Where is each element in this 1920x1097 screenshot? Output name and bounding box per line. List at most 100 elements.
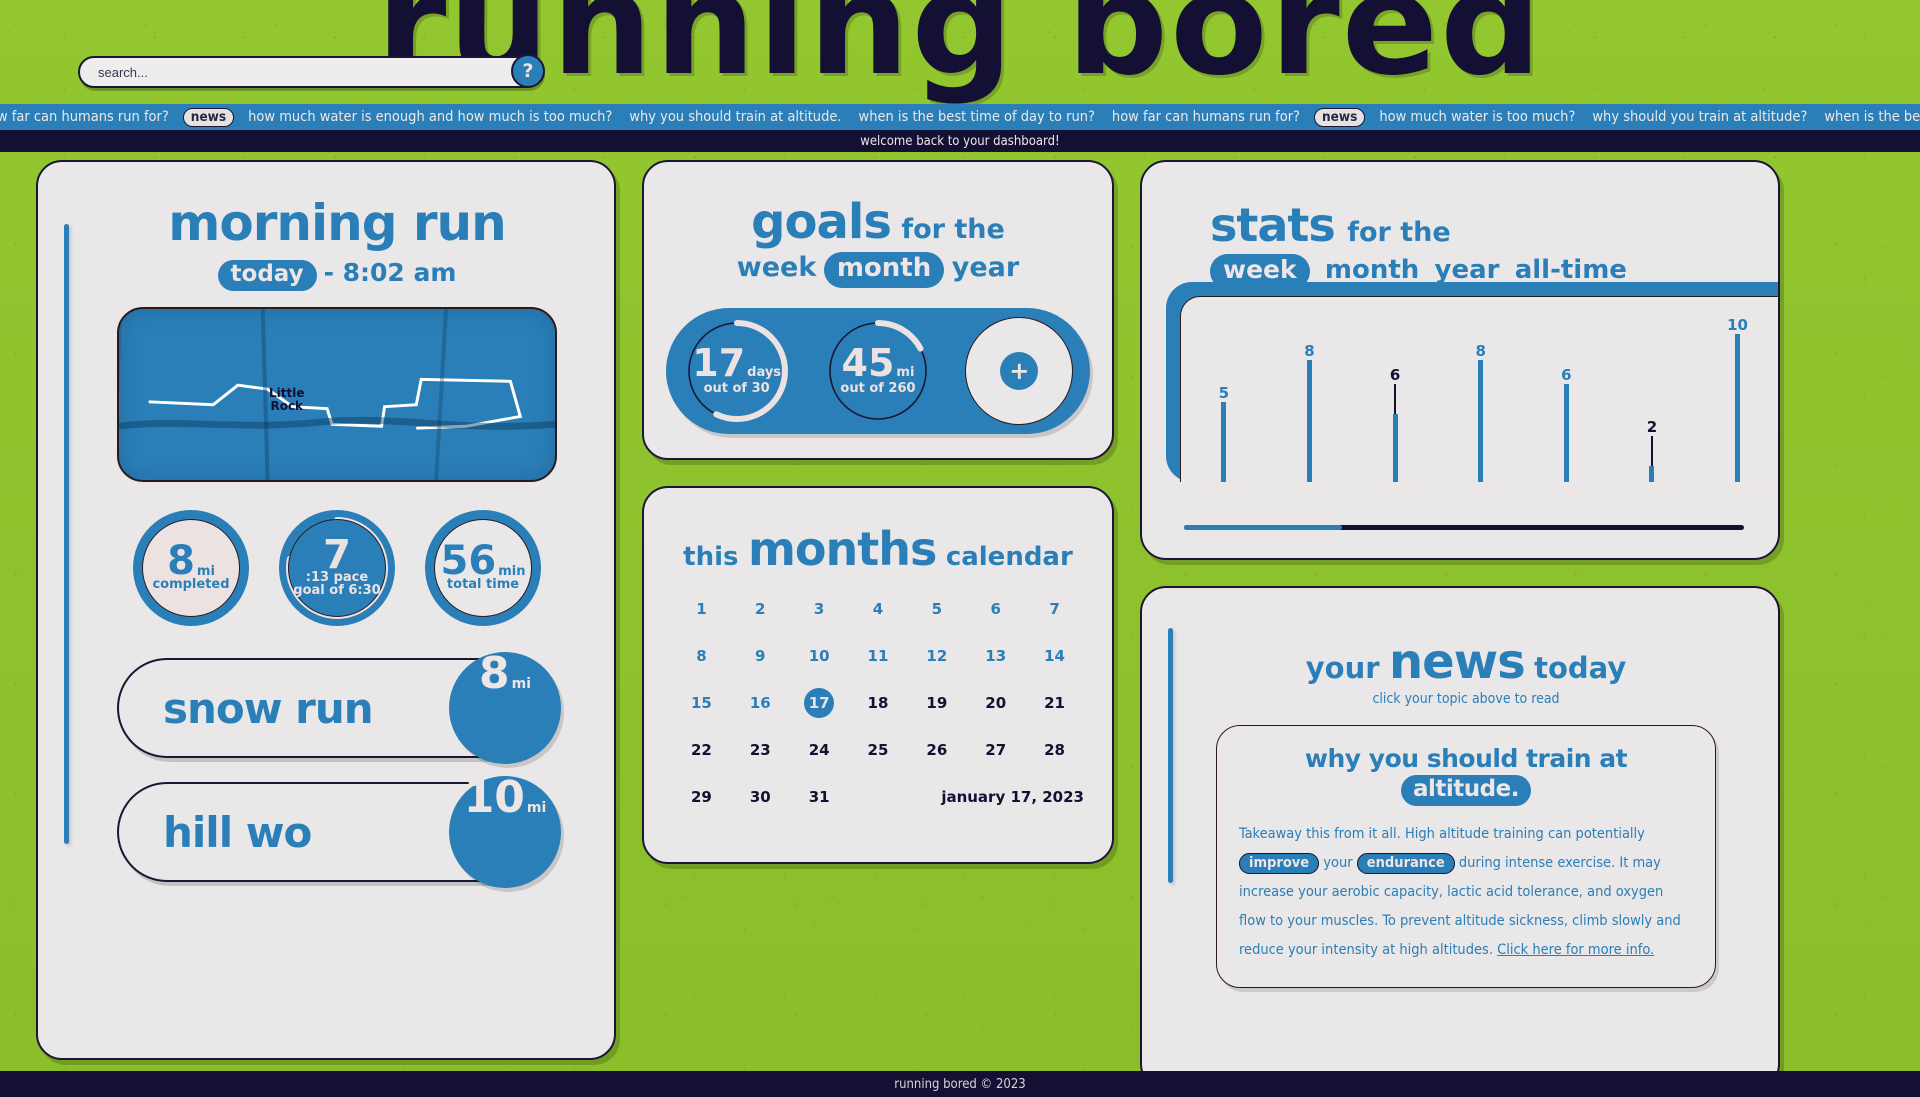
tab-year[interactable]: year [1434,255,1500,285]
morning-run-subheader: today - 8:02 am [84,258,590,291]
calendar-title-post: calendar [945,542,1073,572]
chart-bar-sun[interactable]: 10 [1695,297,1778,482]
bar-value: 8 [1304,342,1315,360]
chart-bar-sat[interactable]: 2 [1609,297,1695,482]
article-tag-improve[interactable]: improve [1239,853,1320,874]
welcome-bar: welcome back to your dashboard! [0,130,1920,152]
calendar-day[interactable]: 11 [867,647,889,665]
tab-all-time[interactable]: all-time [1514,255,1627,285]
news-subtitle: click your topic above to read [1372,691,1560,707]
stat-caption: completed [152,576,230,592]
route-map[interactable]: Little Rock [117,307,557,482]
calendar-selected-date: january 17, 2023 [941,788,1084,806]
chart-scrollbar[interactable] [1184,525,1744,530]
calendar-day[interactable]: 30 [749,788,771,806]
chart-bar-tue[interactable]: 8 [1267,297,1353,482]
today-pill[interactable]: today [217,260,317,291]
calendar-day[interactable]: 3 [813,600,825,618]
calendar-day[interactable]: 23 [749,741,771,759]
tab-year[interactable]: year [951,252,1020,283]
run-distance-value: 8 [478,648,510,699]
goals-progress-bar: 17 days out of 30 4 [666,308,1090,434]
calendar-day[interactable]: 4 [872,600,884,618]
morning-run-card: morning run today - 8:02 am Little Rock [36,160,616,1060]
list-item[interactable]: snow run 8 mi [117,652,561,764]
help-icon[interactable]: ? [511,54,545,88]
calendar-day[interactable]: 10 [808,647,830,665]
bar-value: 10 [1727,316,1748,334]
stats-heading: stats [1210,198,1336,252]
calendar-day[interactable]: 29 [690,788,712,806]
calendar-day[interactable]: 13 [985,647,1007,665]
goal-donut-miles[interactable]: 45 mi out of 260 [824,317,932,425]
ticker-item[interactable]: how far can humans run for? [1111,109,1300,125]
calendar-day[interactable]: 24 [808,741,830,759]
ticker-item[interactable]: how much water is enough and how much is… [248,109,613,125]
calendar-day[interactable]: 26 [926,741,948,759]
chart-bar-mon[interactable]: 5 [1181,297,1267,482]
run-time: - 8:02 am [323,258,457,287]
chart-scrollbar-thumb[interactable] [1184,525,1342,530]
goal-donut-days[interactable]: 17 days out of 30 [683,317,791,425]
calendar-day[interactable]: 8 [696,647,707,665]
page-title: morning run [168,194,507,252]
chart-bar-thu[interactable]: 8 [1438,297,1524,482]
stat-donut-time[interactable]: 56 min total time [417,502,549,634]
tab-week[interactable]: week [736,252,817,283]
calendar-title-pre: this [683,542,739,572]
tab-month[interactable]: month [1324,255,1420,285]
chart-bar-wed[interactable]: 6 [1352,297,1438,482]
article-tag-endurance[interactable]: endurance [1356,853,1455,874]
calendar-day[interactable]: 22 [690,741,712,759]
scroll-rail[interactable] [64,224,69,844]
tab-month[interactable]: month [823,252,945,288]
article-topic-pill[interactable]: altitude. [1401,775,1531,806]
ticker-item[interactable]: how much water is too much? [1379,109,1576,125]
stat-donut-pace[interactable]: 7 :13 pace goal of 6:30 [271,502,403,634]
run-distance-unit: mi [526,800,547,816]
calendar-day[interactable]: 18 [867,694,889,712]
calendar-day[interactable]: 5 [931,600,943,618]
ticker-news-pill[interactable]: news [1313,107,1366,127]
ticker-item[interactable]: when is the best time of day to run? [858,109,1095,125]
calendar-day-selected[interactable]: 17 [804,688,835,718]
ticker-item[interactable]: when is the best time of day to run? [1824,109,1920,125]
calendar-day[interactable]: 14 [1044,647,1065,665]
calendar-day[interactable]: 12 [926,647,948,665]
site-wordmark: running bored [376,0,1544,104]
calendar-day[interactable]: 20 [985,694,1007,712]
calendar-day[interactable]: 6 [990,600,1001,618]
search-bar[interactable]: ? [78,54,545,88]
calendar-day[interactable]: 31 [808,788,830,806]
goals-for-the: for the [901,214,1005,245]
calendar-day[interactable]: 19 [926,694,948,712]
calendar-day[interactable]: 1 [696,600,707,618]
run-name: hill wo [163,807,312,857]
axis-label-sun: sun [1733,482,1764,500]
search-input[interactable] [98,64,478,80]
list-item[interactable]: hill wo 10 mi [117,776,561,888]
ticker-item[interactable]: ow far can humans run for? [0,109,169,125]
calendar-day[interactable]: 2 [755,600,766,618]
calendar-day[interactable]: 7 [1049,600,1060,618]
ticker-item[interactable]: why should you train at altitude? [1592,109,1808,125]
stat-donut-completed[interactable]: 8 mi completed [125,502,257,634]
axis-label-fri: fri [1564,482,1584,500]
ticker-news-pill[interactable]: news [182,107,235,127]
calendar-day[interactable]: 27 [985,741,1007,759]
calendar-day[interactable]: 25 [867,741,889,759]
calendar-day[interactable]: 9 [755,647,766,665]
news-ticker[interactable]: ow far can humans run for? news how much… [0,104,1920,130]
news-scroll-rail[interactable] [1168,628,1173,883]
calendar-day[interactable]: 15 [690,694,712,712]
chart-bar-fri[interactable]: 6 [1524,297,1610,482]
calendar-day[interactable]: 28 [1044,741,1065,759]
calendar-day[interactable]: 16 [749,694,771,712]
stats-card: stats for the week month year all-time 5 [1140,160,1780,560]
add-goal-button[interactable]: + [965,317,1074,425]
calendar-day[interactable]: 21 [1044,694,1065,712]
stat-caption: :13 pace [305,569,369,585]
news-article: why you should train at altitude. Takeaw… [1216,725,1716,988]
ticker-item[interactable]: why you should train at altitude. [629,109,842,125]
article-more-link[interactable]: Click here for more info. [1497,942,1655,958]
